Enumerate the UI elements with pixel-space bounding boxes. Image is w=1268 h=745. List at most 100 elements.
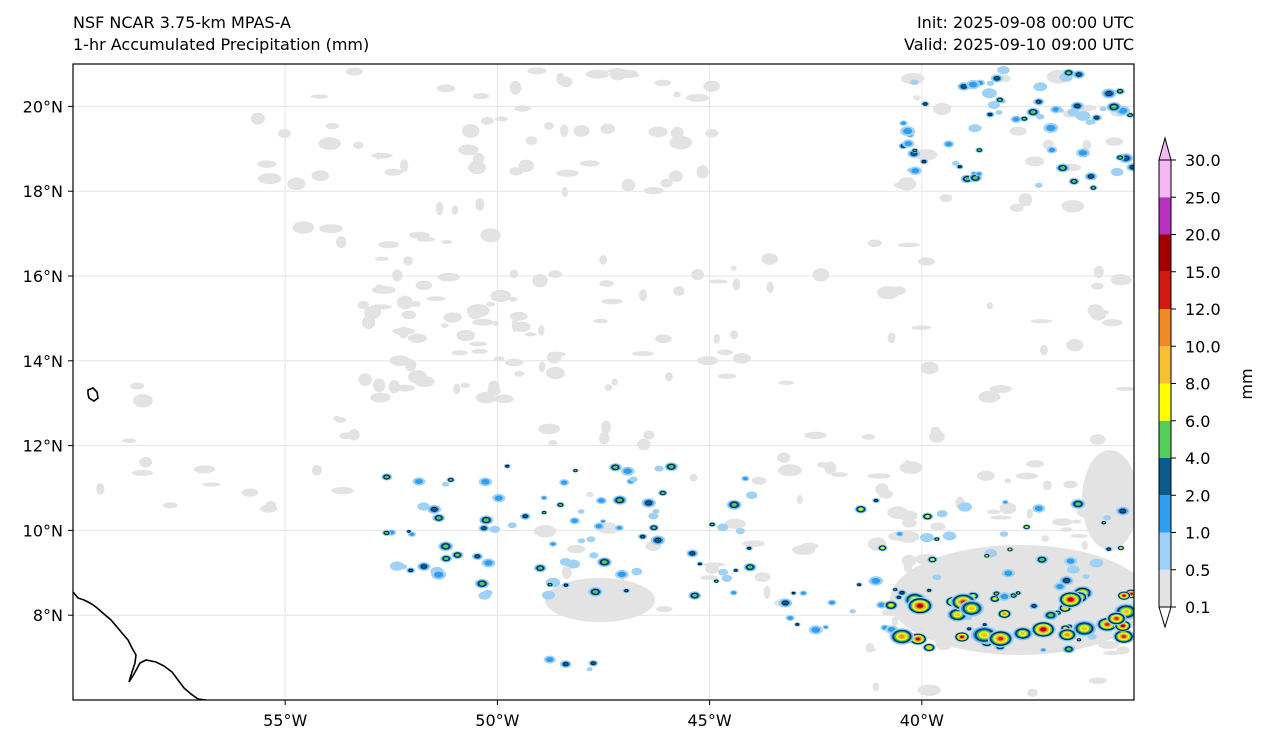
drizzle-cell: [490, 289, 512, 302]
rain-cell: [408, 568, 414, 573]
drizzle-cell: [257, 173, 282, 185]
drizzle-cell: [1116, 646, 1130, 655]
rain-cell: [558, 503, 562, 506]
drizzle-cell: [384, 168, 403, 176]
drizzle-cell: [703, 80, 721, 92]
rain-cell: [1067, 108, 1080, 117]
drizzle-cell: [999, 502, 1017, 515]
rain-cell: [443, 544, 449, 549]
drizzle-cell: [1063, 480, 1078, 489]
rain-cell: [957, 502, 973, 512]
drizzle-cell: [509, 269, 519, 279]
drizzle-cell: [353, 141, 364, 149]
drizzle-cell: [606, 68, 629, 73]
rain-cell: [455, 553, 460, 557]
rain-cell: [1066, 71, 1071, 75]
drizzle-cell: [509, 167, 524, 176]
drizzle-cell: [732, 278, 741, 291]
drizzle-cell: [1102, 651, 1120, 656]
rain-cell: [1118, 90, 1122, 93]
rain-cell: [1065, 633, 1070, 637]
rain-cell: [1039, 558, 1045, 562]
drizzle-cell: [401, 310, 417, 320]
drizzle-cell: [717, 373, 737, 379]
drizzle-cell: [456, 329, 476, 342]
rain-cell: [973, 176, 978, 180]
drizzle-cell: [600, 123, 615, 134]
drizzle-cell: [861, 433, 876, 440]
drizzle-cell: [867, 473, 891, 479]
rain-cell: [968, 606, 975, 611]
drizzle-cell: [717, 349, 733, 356]
drizzle-cell: [1052, 518, 1073, 526]
drizzle-cell: [604, 384, 613, 391]
valid-time: Valid: 2025-09-10 09:00 UTC: [903, 35, 1134, 54]
drizzle-cell: [437, 272, 461, 282]
drizzle-cell: [547, 351, 566, 357]
drizzle-cell: [292, 221, 315, 234]
rain-cell: [811, 626, 821, 633]
rain-cell: [1085, 119, 1094, 125]
colorbar-segment: [1159, 271, 1171, 309]
rain-cell: [977, 149, 981, 152]
drizzle-cell: [763, 585, 771, 599]
drizzle-cell: [524, 332, 537, 337]
rain-cell: [718, 568, 729, 576]
longitude-axis: 55°W 50°W 45°W 40°W: [263, 700, 944, 730]
rain-cell: [1119, 547, 1122, 549]
colorbar-tick-label: 2.0: [1185, 486, 1210, 505]
rain-cell: [601, 520, 605, 523]
drizzle-cell: [830, 472, 848, 477]
colorbar-unit: mm: [1237, 368, 1256, 399]
drizzle-cell: [331, 486, 354, 495]
lat-tick-label: 8°N: [33, 606, 63, 625]
rain-cell: [1111, 105, 1117, 109]
rain-cell: [982, 623, 987, 626]
precip-field: [96, 66, 1134, 697]
drizzle-cell: [897, 242, 921, 248]
drizzle-cell: [691, 268, 705, 281]
drizzle-cell: [601, 298, 623, 305]
drizzle-cell: [1043, 480, 1052, 491]
drizzle-cell: [403, 256, 413, 266]
rain-cell: [742, 476, 748, 481]
rain-cell: [1063, 578, 1070, 583]
drizzle-cell: [494, 116, 508, 122]
rain-cell: [592, 590, 598, 594]
rain-cell: [1033, 82, 1048, 92]
rain-cell: [1068, 598, 1073, 601]
drizzle-cell: [561, 186, 568, 198]
rain-cell: [997, 66, 1010, 75]
drizzle-cell: [929, 430, 945, 443]
rain-cell: [541, 496, 547, 500]
rain-cell: [1103, 515, 1111, 521]
rain-cell: [1121, 635, 1126, 638]
drizzle-cell: [472, 93, 489, 100]
rain-cell: [881, 547, 884, 549]
lat-tick-label: 16°N: [23, 267, 63, 286]
coastline: [73, 387, 207, 700]
drizzle-cell: [696, 164, 709, 179]
drizzle-cell: [325, 123, 340, 130]
drizzle-cell: [911, 325, 932, 330]
rain-cell: [1067, 565, 1080, 574]
drizzle-cell: [730, 330, 738, 340]
drizzle-cell: [705, 129, 719, 138]
drizzle-cell: [700, 575, 719, 581]
lon-tick-label: 55°W: [263, 711, 307, 730]
field-title: 1-hr Accumulated Precipitation (mm): [73, 35, 370, 54]
drizzle-cell: [560, 124, 569, 138]
rain-cell: [849, 609, 856, 614]
drizzle-cell: [548, 270, 562, 279]
rain-cell: [1082, 574, 1090, 579]
drizzle-cell: [277, 129, 291, 139]
rain-cell: [507, 522, 517, 529]
drizzle-cell: [986, 509, 1001, 514]
colorbar-tick-label: 20.0: [1185, 226, 1221, 245]
colorbar-tick-label: 15.0: [1185, 263, 1221, 282]
drizzle-cell: [409, 231, 430, 239]
rain-cell: [967, 627, 972, 631]
rain-cell: [1002, 612, 1007, 615]
rain-cell: [430, 507, 438, 512]
drizzle-area: [1082, 450, 1134, 550]
